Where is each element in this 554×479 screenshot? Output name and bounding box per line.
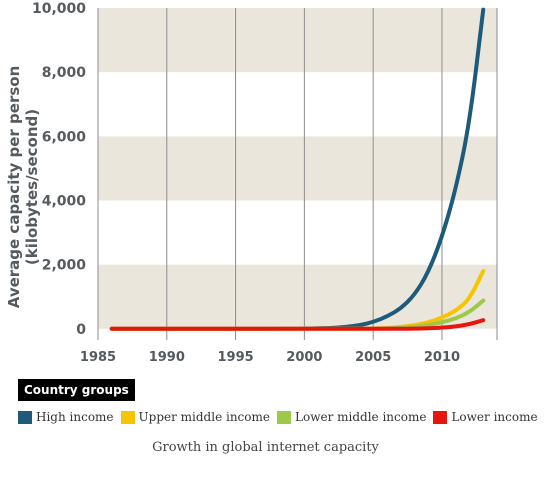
legend-swatch	[120, 410, 135, 424]
legend-label: Upper middle income	[138, 410, 270, 424]
figure-caption: Growth in global internet capacity	[152, 440, 379, 455]
background-band	[98, 200, 497, 265]
y-tick-label: 0	[76, 322, 86, 338]
legend-item: Upper middle income	[120, 410, 270, 424]
line-chart: 0 2,000 4,000 6,000 8,000 10,000 1985 1990 1995…	[5, 1, 498, 365]
legend-swatch	[18, 410, 32, 424]
legend-title: Country groups	[18, 379, 135, 401]
legend-label: Lower middle income	[295, 410, 427, 424]
y-axis-label: Average capacity per person	[5, 66, 23, 309]
x-tick-label: 1995	[217, 350, 253, 365]
background-bands	[98, 8, 497, 340]
x-tick-label: 2010	[424, 350, 460, 365]
x-tick-label: 2005	[355, 350, 391, 365]
y-axis-title: Average capacity per person (kilobytes/s…	[5, 66, 41, 309]
series-line-lower-income	[109, 318, 486, 331]
x-tick-label: 2000	[286, 350, 322, 365]
legend-label: Lower income	[451, 410, 538, 424]
x-tick-labels: 1985 1990 1995 2000 2005 2010	[80, 350, 460, 365]
legend-label: High income	[36, 410, 114, 424]
y-axis-unit: (kilobytes/second)	[23, 109, 41, 265]
vertical-gridlines	[97, 8, 498, 340]
legend: High income Upper middle income Lower midd…	[18, 410, 545, 424]
y-tick-label: 10,000	[32, 1, 86, 17]
x-tick-label: 1990	[149, 350, 185, 365]
background-band	[98, 264, 497, 329]
legend-item: Lower income	[433, 410, 538, 424]
legend-item: High income	[18, 410, 114, 424]
background-band	[98, 328, 497, 340]
y-tick-label: 8,000	[42, 65, 87, 81]
y-tick-label: 2,000	[42, 258, 87, 274]
y-tick-labels: 0 2,000 4,000 6,000 8,000 10,000	[32, 1, 86, 338]
background-band	[98, 8, 497, 73]
background-band	[98, 136, 497, 201]
x-tick-label: 1985	[80, 350, 116, 365]
y-tick-label: 4,000	[42, 193, 87, 209]
y-tick-label: 6,000	[42, 129, 87, 145]
legend-item: Lower middle income	[277, 410, 426, 424]
background-band	[98, 72, 497, 137]
legend-swatch	[433, 410, 448, 424]
series-lines	[109, 7, 486, 331]
legend-swatch	[277, 410, 291, 424]
